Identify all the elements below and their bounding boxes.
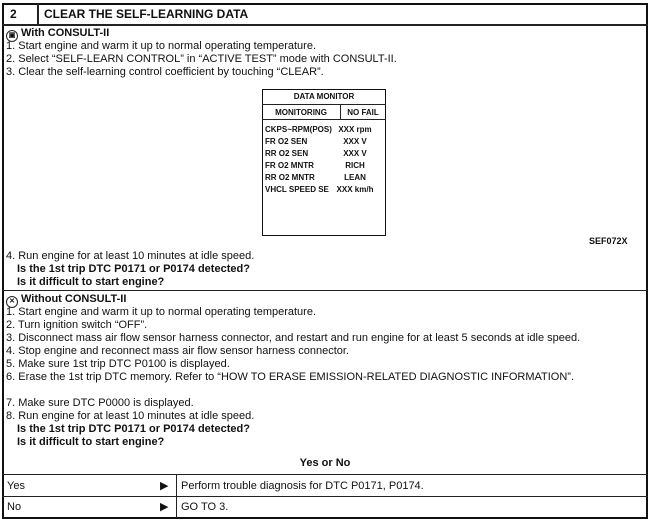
divider — [262, 119, 386, 120]
arrow-right-icon: ▶ — [160, 501, 169, 513]
step: 4. Run engine for at least 10 minutes at… — [6, 250, 255, 262]
step: 1. Start engine and warm it up to normal… — [6, 306, 317, 318]
monitor-item: RR O2 MNTR — [265, 173, 315, 182]
monitor-item: FR O2 MNTR — [265, 161, 314, 170]
data-monitor-title: DATA MONITOR — [293, 92, 355, 101]
step: 3. Disconnect mass air flow sensor harne… — [6, 332, 581, 344]
step: 6. Erase the 1st trip DTC memory. Refer … — [6, 371, 575, 383]
action: Perform trouble diagnosis for DTC P0171,… — [181, 480, 424, 492]
without-consult-heading: ✕ Without CONSULT-II — [6, 293, 126, 308]
monitor-value: XXX rpm — [338, 125, 372, 134]
step: 8. Run engine for at least 10 minutes at… — [6, 410, 255, 422]
step: 2. Select “SELF-LEARN CONTROL” in “ACTIV… — [6, 53, 397, 65]
question: Is the 1st trip DTC P0171 or P0174 detec… — [17, 263, 250, 275]
monitor-mode: MONITORING — [275, 108, 327, 117]
action: GO TO 3. — [181, 501, 229, 513]
figure-code: SEF072X — [589, 236, 628, 246]
step: 2. Turn ignition switch “OFF”. — [6, 319, 148, 331]
divider — [340, 104, 341, 119]
monitor-value: XXX V — [343, 149, 367, 158]
divider — [176, 474, 177, 518]
outer-frame — [2, 3, 648, 519]
question: Is it difficult to start engine? — [17, 276, 165, 288]
monitor-item: VHCL SPEED SE — [265, 185, 329, 194]
divider — [37, 3, 39, 24]
step: 7. Make sure DTC P0000 is displayed. — [6, 397, 194, 409]
question: Is the 1st trip DTC P0171 or P0174 detec… — [17, 423, 250, 435]
monitor-value: RICH — [345, 161, 365, 170]
monitor-status: NO FAIL — [347, 108, 379, 117]
monitor-item: CKPS~RPM(POS) — [265, 125, 332, 134]
divider — [2, 290, 648, 291]
monitor-item: FR O2 SEN — [265, 137, 308, 146]
answer: Yes — [7, 480, 25, 492]
yes-no-prompt: Yes or No — [299, 457, 351, 469]
data-monitor-screen — [262, 89, 386, 236]
divider — [2, 24, 648, 26]
step-title: CLEAR THE SELF-LEARNING DATA — [44, 7, 249, 21]
step: 1. Start engine and warm it up to normal… — [6, 40, 317, 52]
no-consult-icon: ✕ — [6, 296, 18, 308]
divider — [2, 496, 648, 497]
with-consult-heading: ▣ With CONSULT-II — [6, 27, 109, 42]
monitor-value: XXX V — [343, 137, 367, 146]
divider — [2, 474, 648, 475]
monitor-value: XXX km/h — [336, 185, 374, 194]
answer: No — [7, 501, 22, 513]
step-number: 2 — [10, 7, 17, 21]
monitor-item: RR O2 SEN — [265, 149, 309, 158]
step: 4. Stop engine and reconnect mass air fl… — [6, 345, 350, 357]
step: 5. Make sure 1st trip DTC P0100 is displ… — [6, 358, 230, 370]
consult-device-icon: ▣ — [6, 30, 18, 42]
question: Is it difficult to start engine? — [17, 436, 165, 448]
divider — [262, 104, 386, 105]
arrow-right-icon: ▶ — [160, 480, 169, 492]
step: 3. Clear the self-learning control coeff… — [6, 66, 324, 78]
monitor-value: LEAN — [344, 173, 366, 182]
